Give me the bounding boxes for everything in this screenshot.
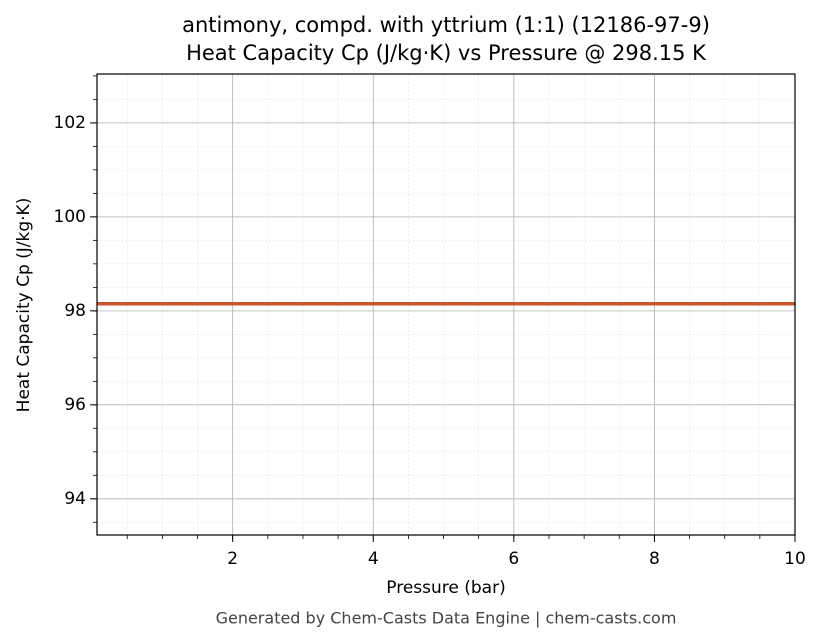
x-tick-label: 10 [784, 549, 806, 569]
x-tick-label: 4 [368, 549, 379, 569]
x-tick-label: 6 [508, 549, 519, 569]
y-tick-label: 94 [64, 489, 86, 509]
x-axis-label: Pressure (bar) [386, 578, 505, 598]
plot-frame [96, 73, 796, 536]
x-tick-label: 2 [227, 549, 238, 569]
chart-title: Heat Capacity Cp (J/kg·K) vs Pressure @ … [186, 41, 707, 65]
y-tick-label: 100 [54, 207, 86, 227]
y-axis-label: Heat Capacity Cp (J/kg·K) [14, 198, 34, 413]
y-tick-label: 102 [54, 113, 86, 133]
y-tick-label: 98 [64, 301, 86, 321]
y-tick-label: 96 [64, 395, 86, 415]
x-tick-label: 8 [649, 549, 660, 569]
chart-title: antimony, compd. with yttrium (1:1) (121… [182, 13, 710, 37]
footer: Generated by Chem-Casts Data Engine | ch… [216, 609, 677, 628]
